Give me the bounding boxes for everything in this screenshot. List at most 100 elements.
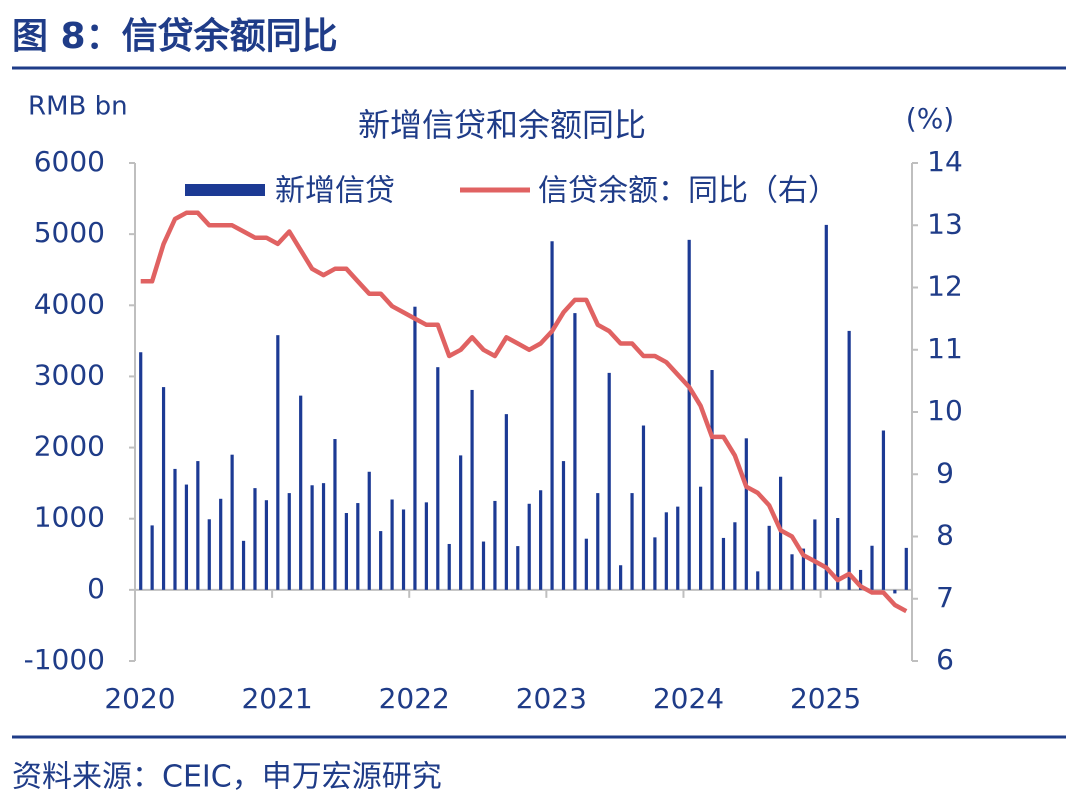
bar	[493, 500, 497, 590]
bar	[436, 367, 440, 590]
bar	[710, 370, 714, 590]
bar	[230, 454, 234, 590]
bar	[424, 502, 428, 590]
bar	[744, 438, 748, 590]
chart-title: 新增信贷和余额同比	[358, 106, 646, 144]
bar	[379, 531, 383, 590]
bar	[687, 239, 691, 590]
y-tick-label: 1000	[34, 501, 105, 534]
bar	[139, 352, 143, 590]
legend-swatch	[185, 184, 265, 196]
bar	[367, 471, 371, 590]
bar	[858, 569, 863, 590]
bar	[573, 313, 577, 590]
x-tick-label: 2020	[104, 682, 175, 715]
bar	[161, 387, 166, 590]
bar	[333, 439, 337, 590]
bar	[299, 395, 303, 590]
bar	[184, 484, 189, 590]
bar	[196, 461, 200, 590]
bar	[881, 430, 886, 590]
bar	[264, 500, 269, 590]
legend-label: 信贷余额：同比（右）	[538, 174, 838, 209]
bar	[447, 543, 451, 590]
bar	[756, 571, 760, 590]
y2-tick-label: 8	[936, 519, 954, 552]
y-axis-label: RMB bn	[28, 92, 128, 122]
bar	[207, 519, 211, 590]
bar	[790, 554, 794, 590]
bar	[630, 493, 634, 590]
bar	[276, 335, 280, 590]
bar	[801, 548, 806, 590]
y2-tick-label: 7	[936, 581, 954, 614]
bar	[619, 565, 623, 590]
bar	[504, 414, 508, 590]
bar	[459, 455, 463, 590]
bar	[596, 493, 600, 590]
y-tick-label: 6000	[34, 145, 105, 178]
bar	[561, 461, 566, 590]
bar	[836, 518, 840, 590]
y-tick-label: 2000	[34, 430, 105, 463]
bar	[401, 509, 406, 590]
line	[140, 210, 908, 614]
bar	[287, 493, 291, 590]
bar	[413, 306, 417, 590]
y-tick-label: 0	[87, 572, 105, 605]
y2-tick-label: 11	[927, 332, 963, 365]
bar	[253, 488, 257, 590]
x-tick-label: 2024	[653, 682, 724, 715]
x-tick-label: 2023	[516, 682, 587, 715]
bar	[778, 476, 783, 590]
bar	[241, 540, 246, 590]
y2-axis-label: (%)	[906, 102, 954, 135]
y-tick-label: -1000	[24, 643, 105, 676]
source: 资料来源：CEIC，申万宏源研究	[12, 760, 442, 795]
x-tick-label: 2025	[790, 682, 861, 715]
y2-tick-label: 9	[936, 456, 954, 489]
y-tick-label: 3000	[34, 358, 105, 391]
bar	[824, 224, 828, 590]
y-tick-label: 5000	[34, 216, 105, 249]
bar	[527, 503, 531, 590]
bar	[699, 486, 703, 590]
bar	[607, 372, 611, 590]
legend-label: 新增信贷	[275, 174, 395, 209]
bar	[664, 512, 668, 590]
bar	[321, 483, 326, 590]
bar	[870, 545, 874, 590]
bar	[344, 513, 348, 590]
bar	[813, 519, 817, 590]
bar	[733, 522, 737, 590]
y2-tick-label: 6	[936, 643, 954, 676]
figure-title: 图 8：信贷余额同比	[12, 15, 338, 57]
x-tick-label: 2021	[241, 682, 312, 715]
y2-tick-label: 14	[927, 145, 963, 178]
bar	[904, 547, 908, 590]
x-tick-label: 2022	[379, 682, 450, 715]
bar	[470, 389, 474, 590]
bar	[173, 468, 177, 590]
y2-tick-label: 13	[927, 207, 963, 240]
bar	[481, 541, 486, 590]
bar	[653, 537, 657, 590]
bar	[767, 525, 771, 590]
bar	[847, 330, 851, 590]
y-tick-label: 4000	[34, 287, 105, 320]
bar	[390, 499, 394, 590]
bar	[676, 506, 680, 590]
bar	[721, 537, 726, 590]
bar	[310, 485, 314, 590]
bar	[584, 538, 588, 590]
bar	[641, 425, 646, 590]
bar	[893, 589, 897, 594]
bar	[219, 498, 223, 590]
bar	[550, 241, 554, 590]
bar	[356, 503, 360, 590]
bar	[539, 490, 543, 590]
y2-tick-label: 10	[927, 394, 963, 427]
y2-tick-label: 12	[927, 270, 963, 303]
